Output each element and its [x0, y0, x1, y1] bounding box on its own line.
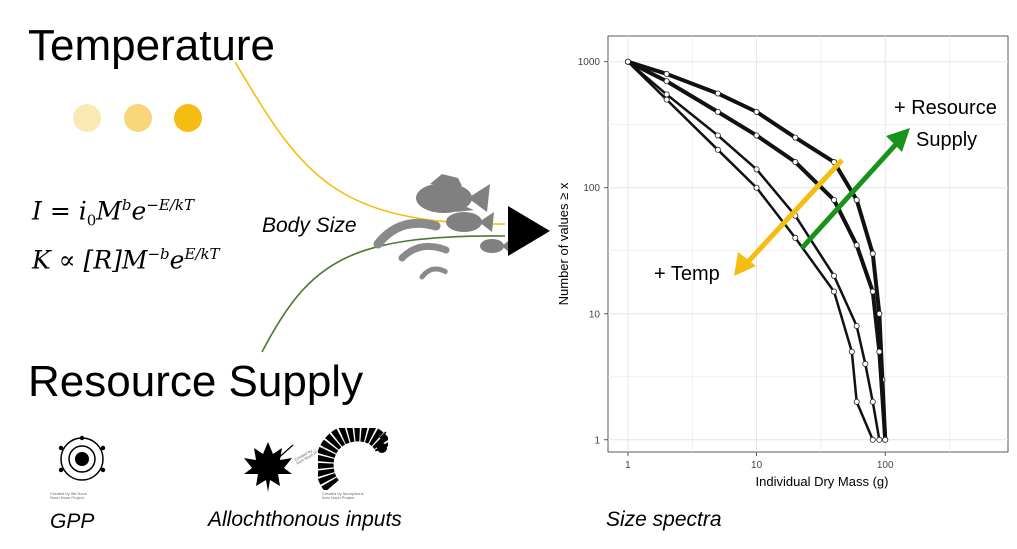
fish-icon-small	[480, 238, 512, 254]
resource-curve	[261, 235, 506, 353]
series-1-point	[869, 250, 876, 257]
eq-I-expb: b	[121, 196, 132, 214]
series-3-point	[831, 272, 838, 279]
x-tick-label: 100	[877, 460, 894, 471]
equation-ingestion: I = i0Mbe−E/kT	[32, 196, 194, 230]
allochthonous-label: Allochthonous inputs	[208, 508, 402, 531]
leaf-stem-line	[274, 444, 294, 462]
series-4-point	[714, 146, 721, 153]
eq-K-R: [R]	[83, 245, 122, 275]
size-spectra-label: Size spectra	[606, 508, 722, 531]
larva-icon-credit: Created by Anonymous from Noun Project	[322, 491, 364, 501]
eq-K-M: M	[121, 245, 148, 275]
series-2-point	[853, 242, 860, 249]
resource-supply-arrow	[800, 128, 910, 250]
eq-K-lhs: K	[32, 245, 51, 275]
series-2-point	[869, 288, 876, 295]
series-4-point	[848, 348, 855, 355]
flow-arrow-icon	[508, 206, 550, 256]
fish-icon-large	[416, 174, 490, 213]
series-3-point	[869, 398, 876, 405]
y-tick-label: 10	[589, 309, 601, 320]
series-3-point	[714, 132, 721, 139]
y-tick-label: 100	[583, 183, 600, 194]
fish-icon-medium	[446, 206, 494, 232]
x-tick-label: 1	[625, 460, 631, 471]
annotation-resource-line1: + Resource	[894, 97, 997, 119]
series-2-point	[882, 436, 889, 443]
y-tick-label: 1000	[578, 57, 601, 68]
larva-silhouette-icon	[318, 428, 388, 490]
heading-temperature: Temperature	[28, 21, 276, 70]
eq-I-coef: i	[78, 196, 87, 226]
x-tick-label: 10	[751, 460, 763, 471]
gpp-credit-line2: Noun Noun Project	[50, 495, 84, 501]
gpp-icon-credit: Created by the Noun Noun Noun Project	[50, 491, 87, 501]
larva-credit-line2: from Noun Project	[322, 495, 355, 501]
series-4-point	[869, 436, 876, 443]
size-spectra-chart: 1 10 100 1 10 100 1000 Individual Dry Mass (g)…	[556, 35, 1009, 489]
series-3-point	[862, 360, 869, 367]
series-4-point	[663, 96, 670, 103]
eq-I-expE: −E/kT	[146, 196, 194, 214]
eq-K-e: e	[169, 245, 185, 275]
temperature-curve	[234, 61, 506, 225]
annotation-temp: + Temp	[654, 263, 720, 285]
temperature-arrow	[734, 158, 844, 276]
series-1-point	[663, 70, 670, 77]
plot-grid	[608, 36, 1008, 452]
y-tick-label: 1	[594, 435, 600, 446]
gpp-label: GPP	[50, 510, 95, 533]
temperature-dot-high	[174, 104, 202, 132]
series-1-point	[753, 108, 760, 115]
series-2-point	[663, 78, 670, 85]
series-3-point	[853, 322, 860, 329]
flow-diagram	[234, 61, 550, 353]
larva-icon-large	[373, 218, 441, 249]
series-line-2	[625, 59, 888, 442]
larva-icon-small	[419, 266, 449, 280]
series-4-point	[853, 398, 860, 405]
heading-resource-supply: Resource Supply	[28, 357, 364, 406]
eq-I-sub: 0	[86, 211, 97, 230]
eq-I-lhs: I	[32, 196, 42, 226]
larva-credit-line1: Created by Anonymous	[322, 491, 364, 496]
series-1-point	[853, 196, 860, 203]
leaf-icon	[244, 442, 292, 492]
series-4-point	[624, 58, 631, 65]
larva-icon-medium	[398, 242, 450, 262]
temperature-dot-mid	[124, 104, 152, 132]
chart-series	[624, 58, 889, 443]
series-4-point	[753, 184, 760, 191]
y-axis-label: Number of values ≥ x	[556, 182, 571, 305]
eq-I-e: e	[131, 196, 147, 226]
series-3-point	[753, 166, 760, 173]
eq-I-M: M	[96, 196, 122, 226]
series-2-point	[792, 159, 799, 166]
annotation-resource-line2: Supply	[916, 129, 977, 151]
series-1-point	[831, 159, 838, 166]
eq-K-expE: E/kT	[184, 245, 220, 263]
temperature-dots	[73, 104, 202, 132]
series-2-point	[831, 196, 838, 203]
gpp-atom-icon	[58, 435, 106, 481]
body-size-label: Body Size	[262, 214, 357, 237]
series-1-point	[876, 310, 883, 317]
series-3-point	[876, 436, 883, 443]
axis-ticks: 1 10 100 1 10 100 1000	[578, 57, 894, 471]
series-2-point	[876, 348, 883, 355]
series-4-point	[792, 234, 799, 241]
series-4-point	[831, 288, 838, 295]
eq-K-rel: ∝	[58, 245, 76, 275]
gpp-credit-line1: Created by the Noun	[50, 491, 87, 496]
series-2-point	[753, 132, 760, 139]
series-2-point	[714, 108, 721, 115]
series-1-point	[792, 134, 799, 141]
series-line-3	[626, 60, 881, 442]
x-axis-label: Individual Dry Mass (g)	[756, 474, 889, 489]
eq-K-expb: −b	[147, 245, 170, 263]
series-1-point	[714, 90, 721, 97]
equation-carrying-capacity: K ∝ [R]M−beE/kT	[32, 245, 220, 274]
temperature-dot-low	[73, 104, 101, 132]
